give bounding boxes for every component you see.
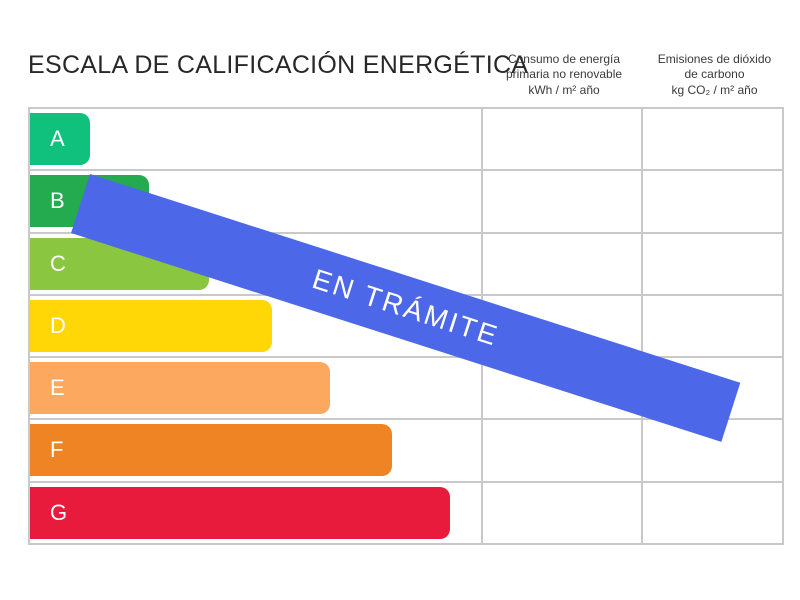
column-header-consumo-unit: kWh / m² año xyxy=(528,82,600,97)
rating-bar-e: E xyxy=(30,362,330,415)
column-header-emisiones-unit: kg CO₂ / m² año xyxy=(671,82,758,97)
column-header-emisiones-line2: de carbono xyxy=(684,67,745,81)
emisiones-value-cell-d xyxy=(643,296,782,356)
rating-bar-a: A xyxy=(30,113,90,165)
column-header-consumo: Consumo de energía primaria no renovable… xyxy=(483,44,645,98)
rating-cell-f: F xyxy=(30,420,483,481)
rating-bar-d: D xyxy=(30,299,272,352)
rating-bar-f: F xyxy=(30,424,392,477)
column-header-consumo-line1: Consumo de energía xyxy=(507,51,621,66)
emisiones-value-cell-b xyxy=(643,171,782,231)
rating-letter-b: B xyxy=(50,188,65,214)
rating-letter-e: E xyxy=(50,375,65,401)
rating-letter-f: F xyxy=(50,437,64,463)
table-row-e: E xyxy=(30,358,782,421)
consumo-value-cell-f xyxy=(483,420,643,481)
consumo-value-cell-g xyxy=(483,482,643,543)
rating-cell-e: E xyxy=(30,358,483,419)
emisiones-value-cell-a xyxy=(643,109,782,169)
column-header-emisiones-line1: Emisiones de dióxido xyxy=(657,51,772,66)
rating-letter-c: C xyxy=(50,250,66,276)
rating-letter-d: D xyxy=(50,312,66,338)
emisiones-value-cell-c xyxy=(643,234,782,294)
rating-bar-g: G xyxy=(30,486,450,539)
consumo-value-cell-b xyxy=(483,171,643,232)
table-row-f: F xyxy=(30,420,782,483)
table-row-g: G xyxy=(30,482,782,543)
column-header-emisiones: Emisiones de dióxido de carbono kg CO₂ /… xyxy=(645,44,784,98)
column-header-consumo-line2: primaria no renovable xyxy=(505,67,623,81)
rating-letter-g: G xyxy=(50,499,68,525)
consumo-value-cell-d xyxy=(483,295,643,357)
table-row-a: A xyxy=(30,109,782,172)
page-title: ESCALA DE CALIFICACIÓN ENERGÉTICA xyxy=(28,51,529,79)
rating-cell-g: G xyxy=(30,482,483,543)
consumo-value-cell-c xyxy=(483,233,643,294)
rating-letter-a: A xyxy=(50,126,65,151)
consumo-value-cell-a xyxy=(483,109,643,170)
rating-cell-a: A xyxy=(30,109,483,170)
emisiones-value-cell-g xyxy=(643,483,782,543)
